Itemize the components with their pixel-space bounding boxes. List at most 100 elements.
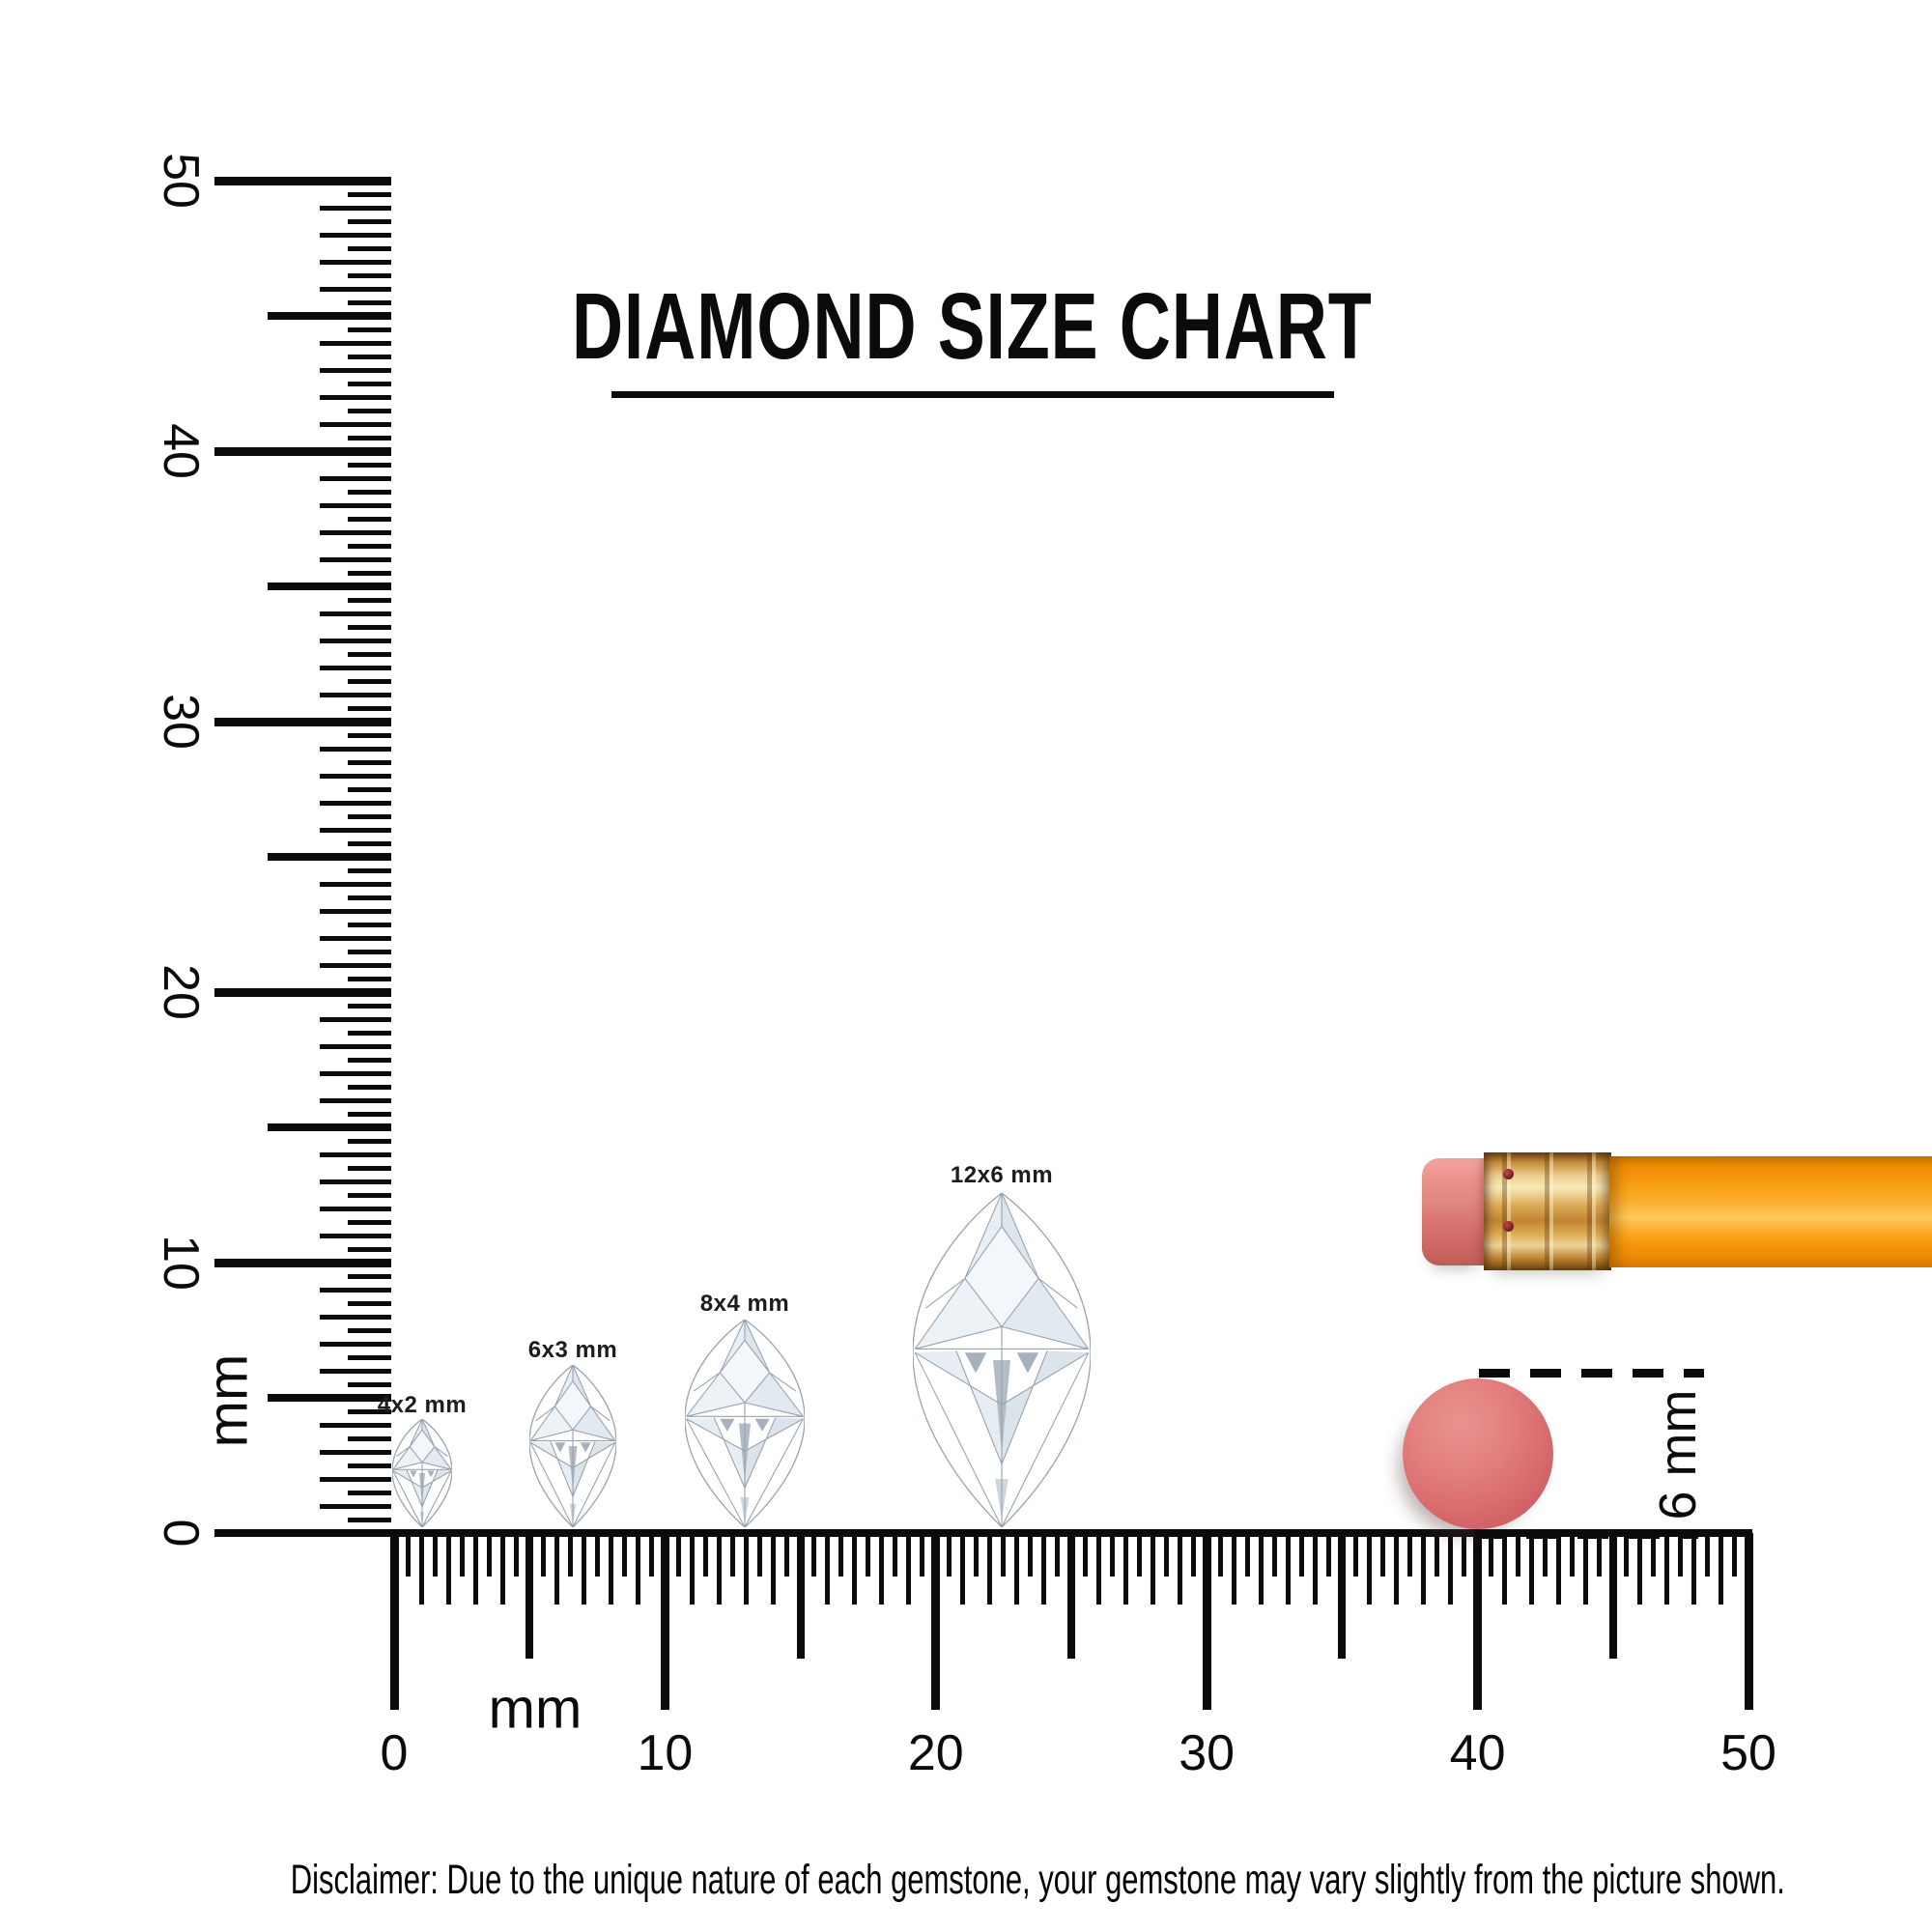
h-ruler-tick: [1529, 1533, 1535, 1605]
h-ruler-tick: [1312, 1533, 1318, 1605]
ferrule-crimp-dot-icon: [1503, 1221, 1514, 1232]
v-ruler-number: 20: [153, 964, 209, 1020]
h-ruler-tick: [1285, 1533, 1291, 1605]
v-ruler-tick: [320, 529, 391, 535]
h-ruler-tick: [1393, 1533, 1399, 1605]
v-ruler-tick: [268, 1123, 391, 1131]
v-ruler-tick: [348, 867, 391, 873]
v-ruler-tick: [348, 922, 391, 927]
h-ruler-tick: [744, 1533, 750, 1605]
h-ruler-tick: [702, 1533, 708, 1577]
v-ruler-tick: [320, 1476, 391, 1482]
h-ruler-number: 0: [380, 1725, 409, 1781]
ruler-baseline: [214, 1529, 1752, 1537]
v-ruler-tick: [348, 813, 391, 819]
v-ruler-tick: [320, 286, 391, 292]
marquise-diamond-icon: [392, 1419, 452, 1527]
marquise-diamond-icon: [913, 1193, 1091, 1527]
v-ruler-tick: [320, 1151, 391, 1157]
v-ruler-tick: [348, 272, 391, 278]
h-ruler-tick: [987, 1533, 993, 1605]
h-ruler-tick: [499, 1533, 505, 1605]
v-ruler-tick: [320, 1503, 391, 1509]
h-ruler-tick: [1001, 1533, 1007, 1577]
h-ruler-tick: [472, 1533, 478, 1605]
v-ruler-tick: [348, 1192, 391, 1198]
h-ruler-tick: [920, 1533, 925, 1577]
h-ruler-tick: [1691, 1533, 1697, 1605]
h-ruler-tick: [1651, 1533, 1657, 1577]
v-ruler-tick: [348, 245, 391, 251]
h-ruler-tick: [825, 1533, 831, 1605]
v-ruler-tick: [348, 976, 391, 981]
v-ruler-tick: [214, 1258, 391, 1267]
h-ruler-tick: [1473, 1533, 1483, 1710]
diamond-size-label: 8x4 mm: [699, 1291, 790, 1317]
h-ruler-tick: [906, 1533, 912, 1605]
v-ruler-tick: [214, 176, 391, 185]
v-ruler-tick: [348, 516, 391, 522]
v-ruler-tick: [320, 340, 391, 346]
h-ruler-tick: [947, 1533, 952, 1577]
v-ruler-tick: [320, 1070, 391, 1076]
h-ruler-tick: [445, 1533, 451, 1605]
v-ruler-number: 10: [153, 1235, 209, 1291]
h-ruler-tick: [418, 1533, 424, 1605]
v-ruler-tick: [320, 1179, 391, 1184]
v-ruler-tick: [320, 1422, 391, 1428]
v-ruler-tick: [348, 678, 391, 684]
v-ruler-tick: [214, 446, 391, 456]
v-ruler-tick: [320, 1233, 391, 1238]
v-ruler-tick: [320, 746, 391, 752]
v-ruler-tick: [320, 1341, 391, 1347]
v-ruler-tick: [320, 827, 391, 833]
h-ruler-tick: [1258, 1533, 1264, 1605]
h-ruler-tick: [1516, 1533, 1521, 1577]
h-ruler-tick: [960, 1533, 966, 1605]
v-ruler-tick: [348, 1463, 391, 1468]
h-ruler-tick: [866, 1533, 871, 1577]
h-ruler-tick: [730, 1533, 735, 1577]
h-ruler-tick: [1067, 1533, 1075, 1659]
v-ruler-tick: [320, 1016, 391, 1022]
v-ruler-tick: [348, 1003, 391, 1009]
h-ruler-tick: [513, 1533, 519, 1577]
v-ruler-tick: [348, 1084, 391, 1090]
v-ruler-tick: [348, 1219, 391, 1225]
v-ruler-tick: [348, 840, 391, 846]
h-ruler-tick: [1543, 1533, 1548, 1577]
h-ruler-tick: [621, 1533, 627, 1577]
v-ruler-tick: [348, 1165, 391, 1171]
v-ruler-tick: [348, 1408, 391, 1414]
h-ruler-tick: [1150, 1533, 1155, 1605]
h-ruler-tick: [1095, 1533, 1101, 1605]
v-ruler-tick: [320, 232, 391, 238]
v-ruler-tick: [268, 582, 391, 590]
v-ruler-tick: [348, 759, 391, 765]
v-ruler-tick: [348, 597, 391, 603]
h-ruler-tick: [1163, 1533, 1169, 1577]
h-ruler-tick: [405, 1533, 411, 1577]
h-ruler-tick: [581, 1533, 586, 1605]
v-ruler-tick: [320, 773, 391, 779]
v-ruler-tick: [320, 556, 391, 562]
h-ruler-tick: [486, 1533, 492, 1577]
v-ruler-tick: [214, 717, 391, 726]
v-ruler-tick: [320, 205, 391, 211]
v-ruler-tick: [348, 624, 391, 630]
v-ruler-tick: [348, 435, 391, 440]
h-ruler-tick: [1202, 1533, 1211, 1710]
disclaimer: Disclaimer: Due to the unique nature of …: [0, 1857, 1932, 1904]
v-ruler-tick: [268, 1394, 391, 1402]
h-ruler-tick: [1041, 1533, 1047, 1605]
h-ruler-tick: [1732, 1533, 1738, 1577]
v-ruler-tick: [348, 1490, 391, 1495]
v-ruler-tick: [348, 1354, 391, 1360]
h-ruler-tick: [1379, 1533, 1385, 1577]
v-ruler-tick: [348, 381, 391, 386]
h-ruler-tick: [594, 1533, 600, 1577]
v-ruler-tick: [320, 475, 391, 481]
h-ruler-tick: [1190, 1533, 1196, 1577]
v-ruler-tick: [348, 1327, 391, 1333]
h-ruler-tick: [1583, 1533, 1589, 1605]
